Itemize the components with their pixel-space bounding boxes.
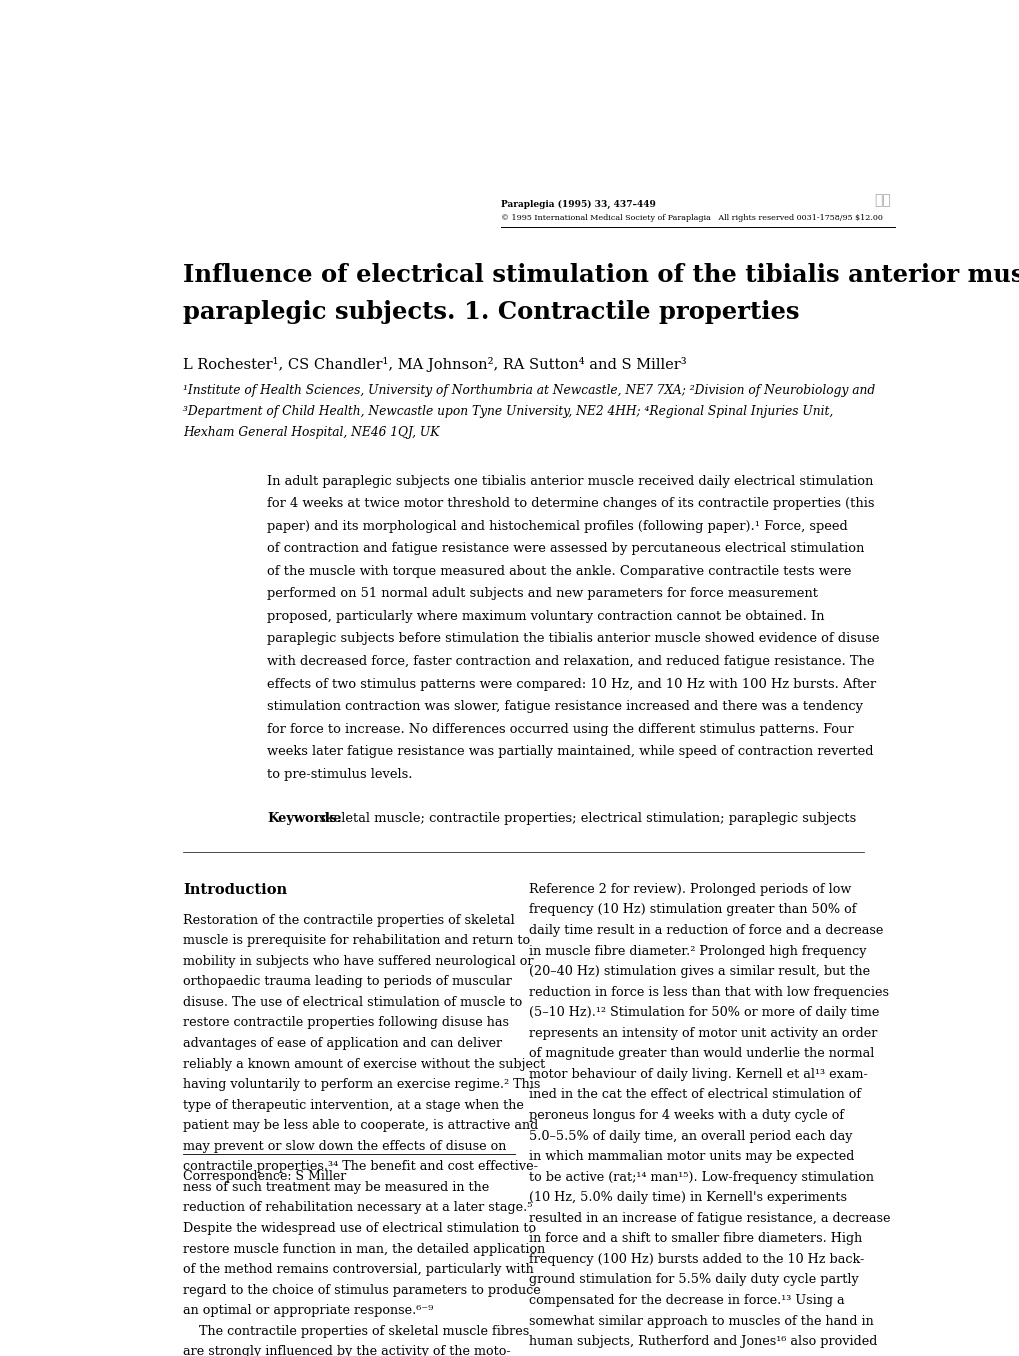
Text: to pre-stimulus levels.: to pre-stimulus levels. xyxy=(267,767,412,781)
Text: weeks later fatigue resistance was partially maintained, while speed of contract: weeks later fatigue resistance was parti… xyxy=(267,746,872,758)
Text: ³Department of Child Health, Newcastle upon Tyne University, NE2 4HH; ⁴Regional : ³Department of Child Health, Newcastle u… xyxy=(183,405,833,418)
Text: type of therapeutic intervention, at a stage when the: type of therapeutic intervention, at a s… xyxy=(183,1098,524,1112)
Text: Paraplegia (1995) 33, 437–449: Paraplegia (1995) 33, 437–449 xyxy=(500,199,655,209)
Text: peroneus longus for 4 weeks with a duty cycle of: peroneus longus for 4 weeks with a duty … xyxy=(529,1109,844,1121)
Text: performed on 51 normal adult subjects and new parameters for force measurement: performed on 51 normal adult subjects an… xyxy=(267,587,817,601)
Text: Reference 2 for review). Prolonged periods of low: Reference 2 for review). Prolonged perio… xyxy=(529,883,851,896)
Text: regard to the choice of stimulus parameters to produce: regard to the choice of stimulus paramet… xyxy=(183,1284,540,1296)
Text: Influence of electrical stimulation of the tibialis anterior muscle in: Influence of electrical stimulation of t… xyxy=(183,263,1019,287)
Text: of the muscle with torque measured about the ankle. Comparative contractile test: of the muscle with torque measured about… xyxy=(267,565,851,578)
Text: Keywords:: Keywords: xyxy=(267,812,341,824)
Text: restore muscle function in man, the detailed application: restore muscle function in man, the deta… xyxy=(183,1242,545,1256)
Text: patient may be less able to cooperate, is attractive and: patient may be less able to cooperate, i… xyxy=(183,1119,538,1132)
Text: resulted in an increase of fatigue resistance, a decrease: resulted in an increase of fatigue resis… xyxy=(529,1212,890,1224)
Text: © 1995 International Medical Society of Paraplagia   All rights reserved 0031-17: © 1995 International Medical Society of … xyxy=(500,213,882,221)
Text: L Rochester¹, CS Chandler¹, MA Johnson², RA Sutton⁴ and S Miller³: L Rochester¹, CS Chandler¹, MA Johnson²,… xyxy=(183,357,686,372)
Text: contractile properties.³⁴ The benefit and cost effective-: contractile properties.³⁴ The benefit an… xyxy=(183,1161,538,1173)
Text: frequency (100 Hz) bursts added to the 10 Hz back-: frequency (100 Hz) bursts added to the 1… xyxy=(529,1253,863,1267)
Text: ground stimulation for 5.5% daily duty cycle partly: ground stimulation for 5.5% daily duty c… xyxy=(529,1273,858,1287)
Text: motor behaviour of daily living. Kernell et al¹³ exam-: motor behaviour of daily living. Kernell… xyxy=(529,1069,867,1081)
Text: ¹Institute of Health Sciences, University of Northumbria at Newcastle, NE7 7XA; : ¹Institute of Health Sciences, Universit… xyxy=(183,385,874,397)
Text: (20–40 Hz) stimulation gives a similar result, but the: (20–40 Hz) stimulation gives a similar r… xyxy=(529,965,869,978)
Text: (10 Hz, 5.0% daily time) in Kernell's experiments: (10 Hz, 5.0% daily time) in Kernell's ex… xyxy=(529,1191,846,1204)
Text: human subjects, Rutherford and Jones¹⁶ also provided: human subjects, Rutherford and Jones¹⁶ a… xyxy=(529,1336,876,1348)
Text: (5–10 Hz).¹² Stimulation for 50% or more of daily time: (5–10 Hz).¹² Stimulation for 50% or more… xyxy=(529,1006,878,1020)
Text: effects of two stimulus patterns were compared: 10 Hz, and 10 Hz with 100 Hz bur: effects of two stimulus patterns were co… xyxy=(267,678,875,690)
Text: daily time result in a reduction of force and a decrease: daily time result in a reduction of forc… xyxy=(529,923,882,937)
Text: restore contractile properties following disuse has: restore contractile properties following… xyxy=(183,1017,508,1029)
Text: ℗℗: ℗℗ xyxy=(873,194,890,207)
Text: proposed, particularly where maximum voluntary contraction cannot be obtained. I: proposed, particularly where maximum vol… xyxy=(267,610,823,622)
Text: paraplegic subjects before stimulation the tibialis anterior muscle showed evide: paraplegic subjects before stimulation t… xyxy=(267,632,878,645)
Text: of magnitude greater than would underlie the normal: of magnitude greater than would underlie… xyxy=(529,1047,873,1060)
Text: in force and a shift to smaller fibre diameters. High: in force and a shift to smaller fibre di… xyxy=(529,1233,861,1245)
Text: of contraction and fatigue resistance were assessed by percutaneous electrical s: of contraction and fatigue resistance we… xyxy=(267,542,863,555)
Text: Correspondence: S Miller: Correspondence: S Miller xyxy=(183,1170,346,1182)
Text: In adult paraplegic subjects one tibialis anterior muscle received daily electri: In adult paraplegic subjects one tibiali… xyxy=(267,475,872,488)
Text: are strongly influenced by the activity of the moto-: are strongly influenced by the activity … xyxy=(183,1345,511,1356)
Text: muscle is prerequisite for rehabilitation and return to: muscle is prerequisite for rehabilitatio… xyxy=(183,934,530,948)
Text: reduction of rehabilitation necessary at a later stage.⁵: reduction of rehabilitation necessary at… xyxy=(183,1201,532,1215)
Text: somewhat similar approach to muscles of the hand in: somewhat similar approach to muscles of … xyxy=(529,1314,873,1328)
Text: for 4 weeks at twice motor threshold to determine changes of its contractile pro: for 4 weeks at twice motor threshold to … xyxy=(267,498,873,510)
Text: advantages of ease of application and can deliver: advantages of ease of application and ca… xyxy=(183,1037,502,1050)
Text: disuse. The use of electrical stimulation of muscle to: disuse. The use of electrical stimulatio… xyxy=(183,995,522,1009)
Text: with decreased force, faster contraction and relaxation, and reduced fatigue res: with decreased force, faster contraction… xyxy=(267,655,873,669)
Text: to be active (rat;¹⁴ man¹⁵). Low-frequency stimulation: to be active (rat;¹⁴ man¹⁵). Low-frequen… xyxy=(529,1170,873,1184)
Text: ness of such treatment may be measured in the: ness of such treatment may be measured i… xyxy=(183,1181,489,1193)
Text: The contractile properties of skeletal muscle fibres: The contractile properties of skeletal m… xyxy=(183,1325,529,1338)
Text: Despite the widespread use of electrical stimulation to: Despite the widespread use of electrical… xyxy=(183,1222,536,1235)
Text: for force to increase. No differences occurred using the different stimulus patt: for force to increase. No differences oc… xyxy=(267,723,853,736)
Text: orthopaedic trauma leading to periods of muscular: orthopaedic trauma leading to periods of… xyxy=(183,975,512,989)
Text: having voluntarily to perform an exercise regime.² This: having voluntarily to perform an exercis… xyxy=(183,1078,540,1092)
Text: Restoration of the contractile properties of skeletal: Restoration of the contractile propertie… xyxy=(183,914,515,926)
Text: may prevent or slow down the effects of disuse on: may prevent or slow down the effects of … xyxy=(183,1140,506,1153)
Text: stimulation contraction was slower, fatigue resistance increased and there was a: stimulation contraction was slower, fati… xyxy=(267,700,862,713)
Text: 5.0–5.5% of daily time, an overall period each day: 5.0–5.5% of daily time, an overall perio… xyxy=(529,1130,852,1143)
Text: an optimal or appropriate response.⁶⁻⁹: an optimal or appropriate response.⁶⁻⁹ xyxy=(183,1304,433,1317)
Text: frequency (10 Hz) stimulation greater than 50% of: frequency (10 Hz) stimulation greater th… xyxy=(529,903,856,917)
Text: of the method remains controversial, particularly with: of the method remains controversial, par… xyxy=(183,1264,534,1276)
Text: reliably a known amount of exercise without the subject: reliably a known amount of exercise with… xyxy=(183,1058,545,1070)
Text: reduction in force is less than that with low frequencies: reduction in force is less than that wit… xyxy=(529,986,889,998)
Text: paper) and its morphological and histochemical profiles (following paper).¹ Forc: paper) and its morphological and histoch… xyxy=(267,519,847,533)
Text: skeletal muscle; contractile properties; electrical stimulation; paraplegic subj: skeletal muscle; contractile properties;… xyxy=(315,812,856,824)
Text: compensated for the decrease in force.¹³ Using a: compensated for the decrease in force.¹³… xyxy=(529,1294,844,1307)
Text: represents an intensity of motor unit activity an order: represents an intensity of motor unit ac… xyxy=(529,1026,876,1040)
Text: ined in the cat the effect of electrical stimulation of: ined in the cat the effect of electrical… xyxy=(529,1089,860,1101)
Text: in which mammalian motor units may be expected: in which mammalian motor units may be ex… xyxy=(529,1150,854,1163)
Text: mobility in subjects who have suffered neurological or: mobility in subjects who have suffered n… xyxy=(183,955,533,968)
Text: Introduction: Introduction xyxy=(183,883,287,896)
Text: Hexham General Hospital, NE46 1QJ, UK: Hexham General Hospital, NE46 1QJ, UK xyxy=(183,426,439,439)
Text: paraplegic subjects. 1. Contractile properties: paraplegic subjects. 1. Contractile prop… xyxy=(183,300,799,324)
Text: in muscle fibre diameter.² Prolonged high frequency: in muscle fibre diameter.² Prolonged hig… xyxy=(529,945,865,957)
